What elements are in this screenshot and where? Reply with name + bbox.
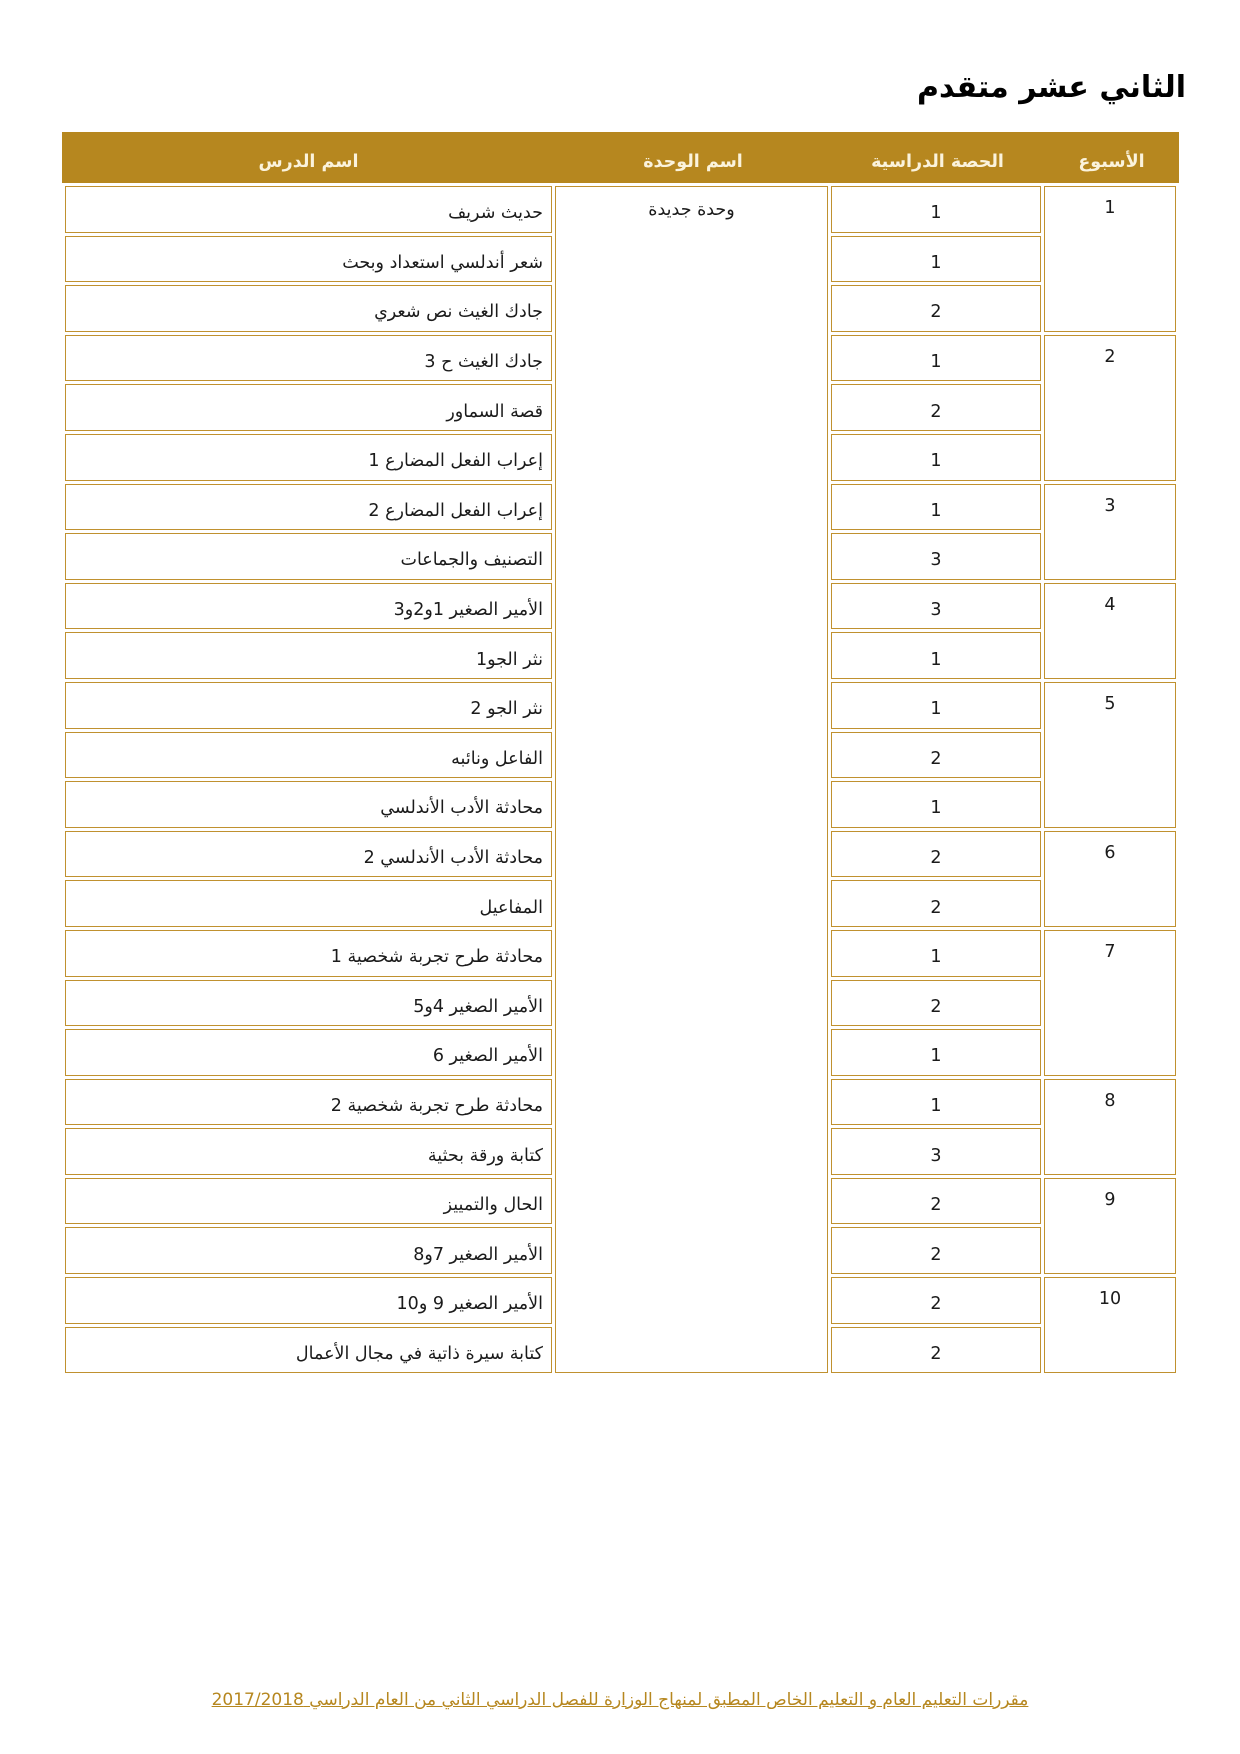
session-cell: 2: [831, 1326, 1041, 1374]
week-cell: 5: [1044, 681, 1176, 828]
table-row: 1 نثر الجو1: [65, 632, 1176, 679]
lessons-table-body: 1 1 وحدة جديدة حديث شريف 1 شعر أندلسي استعداد…: [65, 186, 1176, 1374]
table-row: 1 إعراب الفعل المضارع 1: [65, 433, 1176, 481]
lesson-name-cell: الأمير الصغير 1و2و3: [65, 582, 552, 630]
session-cell: 2: [831, 384, 1041, 431]
lesson-name-cell: نثر الجو1: [65, 632, 552, 679]
lesson-name-cell: التصنيف والجماعات: [65, 533, 552, 580]
week-cell: 6: [1044, 830, 1176, 927]
lesson-name-cell: كتابة ورقة بحثية: [65, 1128, 552, 1175]
session-cell: 1: [831, 632, 1041, 679]
table-row: 2 1 جادك الغيث ح 3: [65, 334, 1176, 481]
week-cell: 1: [1044, 186, 1176, 332]
session-cell: 2: [831, 1277, 1041, 1324]
column-header-unit: اسم الوحدة: [643, 152, 743, 172]
table-row: 5 1 نثر الجو 2: [65, 681, 1176, 828]
table-row: 2 الفاعل ونائبه: [65, 731, 1176, 779]
table-row: 4 3 الأمير الصغير 1و2و3: [65, 582, 1176, 679]
session-cell: 2: [831, 285, 1041, 332]
lesson-name-cell: قصة السماور: [65, 384, 552, 431]
week-cell: 4: [1044, 582, 1176, 679]
lesson-name-cell: الحال والتمييز: [65, 1177, 552, 1225]
lesson-name-cell: حديث شريف: [65, 186, 552, 233]
lesson-name-cell: المفاعيل: [65, 880, 552, 927]
week-cell: 2: [1044, 334, 1176, 481]
lesson-name-cell: إعراب الفعل المضارع 1: [65, 433, 552, 481]
session-cell: 2: [831, 1227, 1041, 1275]
lesson-name-cell: الفاعل ونائبه: [65, 731, 552, 779]
session-cell: 2: [831, 979, 1041, 1027]
table-row: 3 1 إعراب الفعل المضارع 2: [65, 483, 1176, 580]
session-cell: 1: [831, 483, 1041, 531]
lesson-name-cell: محادثة طرح تجربة شخصية 2: [65, 1078, 552, 1126]
lesson-name-cell: الأمير الصغير 6: [65, 1029, 552, 1076]
table-row: 2 المفاعيل: [65, 880, 1176, 927]
table-row: 1 محادثة الأدب الأندلسي: [65, 781, 1176, 828]
session-cell: 3: [831, 533, 1041, 580]
table-row: 7 1 محادثة طرح تجربة شخصية 1: [65, 929, 1176, 1076]
table-row: 2 كتابة سيرة ذاتية في مجال الأعمال: [65, 1326, 1176, 1374]
session-cell: 2: [831, 880, 1041, 927]
lesson-name-cell: محادثة الأدب الأندلسي 2: [65, 830, 552, 878]
session-cell: 2: [831, 830, 1041, 878]
session-cell: 3: [831, 582, 1041, 630]
lesson-name-cell: نثر الجو 2: [65, 681, 552, 729]
session-cell: 1: [831, 781, 1041, 828]
session-cell: 1: [831, 334, 1041, 382]
unit-name-cell: وحدة جديدة: [555, 186, 828, 1374]
table-row: 2 الأمير الصغير 4و5: [65, 979, 1176, 1027]
lesson-name-cell: الأمير الصغير 4و5: [65, 979, 552, 1027]
week-cell: 8: [1044, 1078, 1176, 1175]
session-cell: 1: [831, 433, 1041, 481]
lesson-name-cell: جادك الغيث ح 3: [65, 334, 552, 382]
table-row: 2 جادك الغيث نص شعري: [65, 285, 1176, 332]
column-header-week: الأسبوع: [1078, 152, 1145, 172]
session-cell: 1: [831, 681, 1041, 729]
lesson-name-cell: كتابة سيرة ذاتية في مجال الأعمال: [65, 1326, 552, 1374]
session-cell: 1: [831, 929, 1041, 977]
table-row: 8 1 محادثة طرح تجربة شخصية 2: [65, 1078, 1176, 1175]
week-cell: 3: [1044, 483, 1176, 580]
lessons-table: 1 1 وحدة جديدة حديث شريف 1 شعر أندلسي استعداد…: [62, 183, 1179, 1376]
session-cell: 3: [831, 1128, 1041, 1175]
table-row: 1 1 وحدة جديدة حديث شريف: [65, 186, 1176, 1374]
lesson-name-cell: شعر أندلسي استعداد وبحث: [65, 235, 552, 283]
session-cell: 2: [831, 1177, 1041, 1225]
table-row: 1 شعر أندلسي استعداد وبحث: [65, 235, 1176, 283]
table-row: 6 2 محادثة الأدب الأندلسي 2: [65, 830, 1176, 927]
lesson-name-cell: جادك الغيث نص شعري: [65, 285, 552, 332]
curriculum-table: الأسبوع الحصة الدراسية اسم الوحدة اسم ال…: [62, 132, 1179, 1376]
table-row: 2 قصة السماور: [65, 384, 1176, 431]
week-cell: 7: [1044, 929, 1176, 1076]
footer: مقررات التعليم العام و التعليم الخاص الم…: [0, 1690, 1240, 1710]
lesson-name-cell: الأمير الصغير 9 و10: [65, 1277, 552, 1324]
session-cell: 1: [831, 235, 1041, 283]
session-cell: 1: [831, 186, 1041, 233]
table-row: 3 التصنيف والجماعات: [65, 533, 1176, 580]
column-header-session: الحصة الدراسية: [871, 152, 1004, 172]
table-row: 2 الأمير الصغير 7و8: [65, 1227, 1176, 1275]
session-cell: 1: [831, 1029, 1041, 1076]
column-header-lesson: اسم الدرس: [258, 152, 359, 172]
table-row: 9 2 الحال والتمييز: [65, 1177, 1176, 1275]
page-title: الثاني عشر متقدم: [917, 70, 1186, 105]
lesson-name-cell: إعراب الفعل المضارع 2: [65, 483, 552, 531]
table-row: 3 كتابة ورقة بحثية: [65, 1128, 1176, 1175]
table-row: 1 الأمير الصغير 6: [65, 1029, 1176, 1076]
session-cell: 2: [831, 731, 1041, 779]
session-cell: 1: [831, 1078, 1041, 1126]
table-header-row: الأسبوع الحصة الدراسية اسم الوحدة اسم ال…: [62, 132, 1179, 183]
footer-link[interactable]: مقررات التعليم العام و التعليم الخاص الم…: [211, 1690, 1029, 1710]
table-row: 10 2 الأمير الصغير 9 و10: [65, 1277, 1176, 1374]
lesson-name-cell: محادثة الأدب الأندلسي: [65, 781, 552, 828]
week-cell: 9: [1044, 1177, 1176, 1275]
week-cell: 10: [1044, 1277, 1176, 1374]
lesson-name-cell: محادثة طرح تجربة شخصية 1: [65, 929, 552, 977]
lesson-name-cell: الأمير الصغير 7و8: [65, 1227, 552, 1275]
